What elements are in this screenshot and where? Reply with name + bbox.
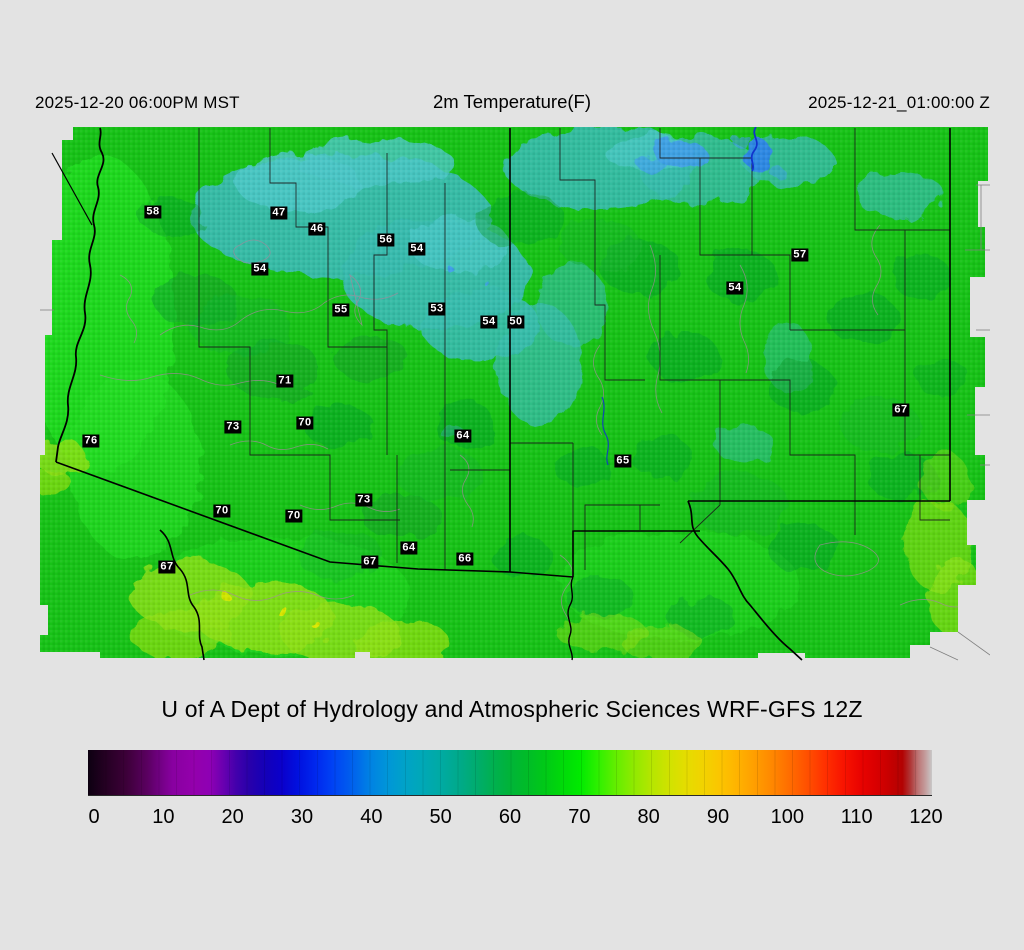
border-nm-bootheel	[572, 530, 700, 577]
colorbar-tick-label: 40	[360, 806, 383, 828]
colorbar-tick-label: 70	[568, 806, 591, 828]
colorbar-tick-label: 0	[88, 806, 100, 828]
map-title: 2m Temperature(F)	[433, 91, 591, 112]
colorbar-tick-label: 110	[840, 806, 873, 828]
river-sw-delta	[159, 529, 205, 661]
rivers-blue	[601, 127, 758, 466]
colorbar-tick-labels: 0 10 20 30 40 50 60 70 80 90 100 110 120	[88, 806, 942, 832]
outside-domain-lines	[40, 184, 990, 661]
river-sonora	[567, 576, 574, 661]
colorbar-step-texture	[88, 750, 932, 795]
temperature-colorbar	[88, 750, 932, 796]
weather-map-raster	[40, 127, 990, 661]
river-top-icon	[750, 127, 758, 172]
colorbar-tick-label: 80	[637, 806, 660, 828]
colorbar-tick-label: 60	[498, 806, 522, 828]
map-caption: U of A Dept of Hydrology and Atmospheric…	[161, 696, 863, 722]
border-nv-ca	[51, 152, 93, 226]
border-rio-grande	[687, 500, 803, 661]
terrain-contours	[99, 224, 971, 642]
colorbar-tick-label: 50	[429, 806, 452, 828]
valid-time-local: 2025-12-20 06:00PM MST	[35, 93, 240, 112]
colorbar-tick-label: 90	[706, 806, 730, 828]
border-colorado-river	[55, 127, 105, 463]
map-header: 2025-12-20 06:00PM MST 2m Temperature(F)…	[0, 91, 1024, 117]
temperature-field	[40, 127, 988, 658]
state-borders	[51, 127, 951, 661]
weather-map	[40, 125, 990, 662]
colorbar-tick-label: 100	[770, 806, 805, 828]
colorbar-tick-label: 30	[290, 806, 314, 828]
colorbar-tick-label: 10	[152, 806, 175, 828]
border-az-mexico	[55, 461, 574, 578]
colorbar-tick-label: 20	[221, 806, 244, 828]
valid-time-utc: 2025-12-21_01:00:00 Z	[808, 93, 990, 112]
colorbar-tick-label: 120	[909, 806, 943, 828]
raster-grid-texture	[40, 127, 988, 658]
